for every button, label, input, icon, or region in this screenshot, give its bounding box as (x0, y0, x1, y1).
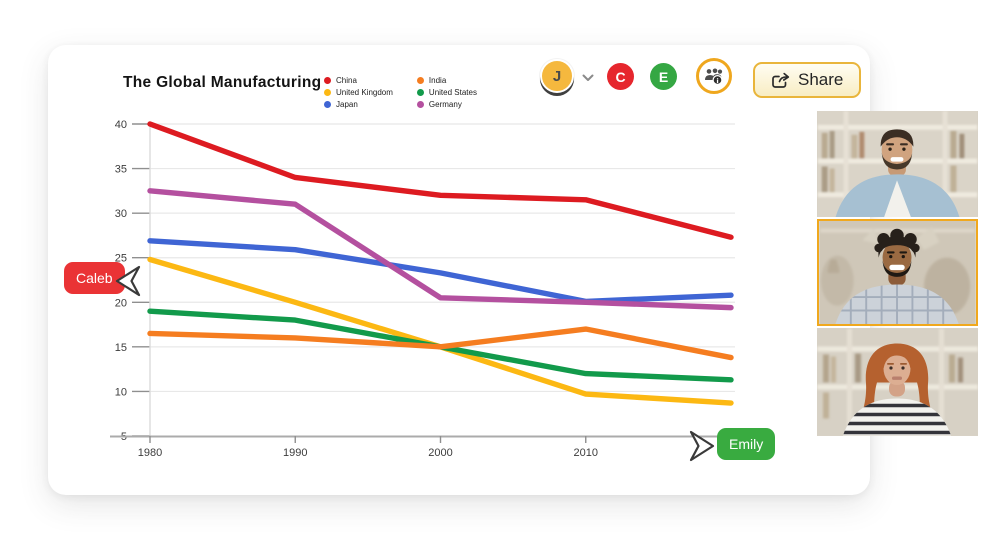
legend-label: Germany (428, 100, 462, 109)
legend-dot-icon (324, 77, 331, 84)
participants-icon (705, 68, 723, 85)
svg-text:2010: 2010 (574, 447, 598, 459)
legend-item-united-kingdom: United Kingdom (324, 88, 393, 97)
share-button[interactable]: Share (753, 62, 862, 98)
legend-dot-icon (416, 89, 424, 96)
legend-label: United Kingdom (336, 88, 393, 97)
participants-info-button[interactable] (696, 58, 732, 94)
svg-text:20: 20 (115, 297, 127, 309)
svg-text:1990: 1990 (283, 447, 307, 459)
user-avatar-j[interactable]: J (540, 59, 574, 93)
cursor-arrow-caleb-icon (115, 265, 141, 297)
chart-legend: China India United Kingdom United States Jap… (324, 76, 477, 109)
chevron-down-icon[interactable] (582, 74, 594, 82)
legend-item-china: China (324, 76, 393, 85)
legend-dot-icon (324, 89, 331, 96)
video-tile-3[interactable] (817, 328, 978, 436)
legend-item-united-states: United States (416, 88, 477, 97)
share-button-label: Share (798, 70, 844, 89)
svg-text:40: 40 (115, 119, 127, 131)
svg-text:2000: 2000 (428, 447, 452, 459)
chart-card: 5101520253035401980199020002010 The Glob… (48, 45, 870, 495)
svg-text:1980: 1980 (138, 447, 162, 459)
user-avatar-c[interactable]: C (607, 63, 634, 90)
legend-label: China (336, 76, 357, 85)
user-avatar-e[interactable]: E (650, 63, 677, 90)
legend-dot-icon (324, 101, 331, 108)
svg-text:30: 30 (115, 208, 127, 220)
legend-item-india: India (416, 76, 477, 85)
legend-dot-icon (416, 101, 424, 108)
legend-label: India (428, 76, 447, 85)
svg-text:10: 10 (115, 386, 127, 398)
participant-3-person (843, 343, 951, 436)
svg-text:25: 25 (115, 253, 127, 265)
cursor-arrow-emily-icon (689, 430, 715, 462)
video-tile-1[interactable] (817, 111, 978, 217)
svg-text:35: 35 (115, 164, 127, 176)
participant-1-video (817, 111, 978, 217)
participant-1-person (835, 129, 960, 217)
legend-item-japan: Japan (324, 100, 393, 109)
chart-title: The Global Manufacturing (123, 74, 322, 91)
participant-2-video (820, 221, 975, 324)
legend-label: United States (428, 88, 477, 97)
video-tile-2-active[interactable] (817, 219, 978, 326)
cursor-label-caleb: Caleb (64, 262, 125, 294)
legend-label: Japan (336, 100, 358, 109)
participant-2-person (835, 228, 959, 324)
legend-dot-icon (416, 77, 424, 84)
share-icon (772, 72, 790, 88)
participant-3-video (817, 328, 978, 436)
legend-item-germany: Germany (416, 100, 477, 109)
svg-text:15: 15 (115, 342, 127, 354)
cursor-label-emily: Emily (717, 428, 776, 460)
line-chart: 5101520253035401980199020002010 (110, 119, 748, 459)
